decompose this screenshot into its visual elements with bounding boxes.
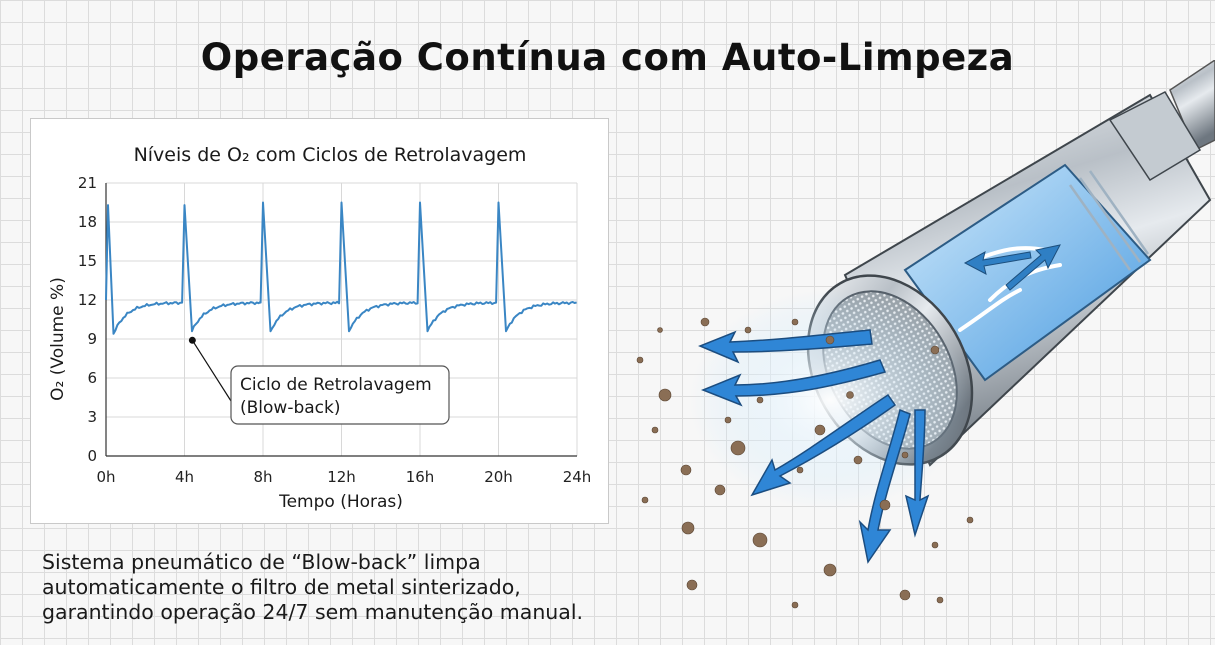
y-axis-label: O₂ (Volume %) (48, 277, 68, 401)
y-tick-label: 9 (87, 330, 97, 348)
x-tick-labels: 0h 4h 8h 12h 16h 20h 24h (96, 468, 591, 486)
annotation-line-1: Ciclo de Retrolavagem (240, 375, 432, 395)
annotation-line-2: (Blow-back) (240, 398, 341, 418)
caption-line-2: automaticamente o filtro de metal sinter… (42, 575, 521, 599)
y-tick-label: 3 (87, 408, 97, 426)
y-tick-label: 15 (78, 252, 97, 270)
annotation-box (230, 365, 450, 425)
y-tick-label: 0 (87, 447, 97, 465)
page-title: Operação Contínua com Auto-Limpeza (200, 36, 1015, 79)
blow-back-arrows (698, 329, 930, 564)
chart-title: Níveis de O₂ com Ciclos de Retrolavagem (134, 144, 527, 166)
x-tick-label: 4h (175, 468, 194, 486)
sensor-probe-illustration (636, 60, 1215, 609)
o2-series-line (105, 201, 577, 335)
y-tick-label: 6 (87, 369, 97, 387)
y-tick-label: 12 (78, 291, 97, 309)
chart-annotation: Ciclo de Retrolavagem (Blow-back) (188, 336, 450, 425)
y-tick-labels: 0 3 6 9 12 15 18 21 (78, 174, 97, 465)
x-tick-label: 20h (484, 468, 513, 486)
x-tick-label: 16h (406, 468, 435, 486)
annotation-marker (188, 336, 196, 344)
annotation-leader-line (191, 339, 232, 402)
o2-chart: Níveis de O₂ com Ciclos de Retrolavagem … (48, 144, 591, 512)
caption-line-3: garantindo operação 24/7 sem manutenção … (42, 600, 584, 624)
y-tick-label: 18 (78, 213, 97, 231)
y-tick-label: 21 (78, 174, 97, 192)
chart-panel: Níveis de O₂ com Ciclos de Retrolavagem … (30, 118, 609, 524)
x-tick-label: 0h (96, 468, 115, 486)
caption-line-1: Sistema pneumático de “Blow-back” limpa (42, 550, 481, 574)
x-axis-label: Tempo (Horas) (278, 492, 403, 512)
caption: Sistema pneumático de “Blow-back” limpa … (42, 550, 642, 625)
debris-particles (636, 317, 974, 609)
chart-axes (105, 183, 577, 457)
x-tick-label: 24h (563, 468, 592, 486)
x-tick-label: 12h (327, 468, 356, 486)
x-tick-label: 8h (253, 468, 272, 486)
